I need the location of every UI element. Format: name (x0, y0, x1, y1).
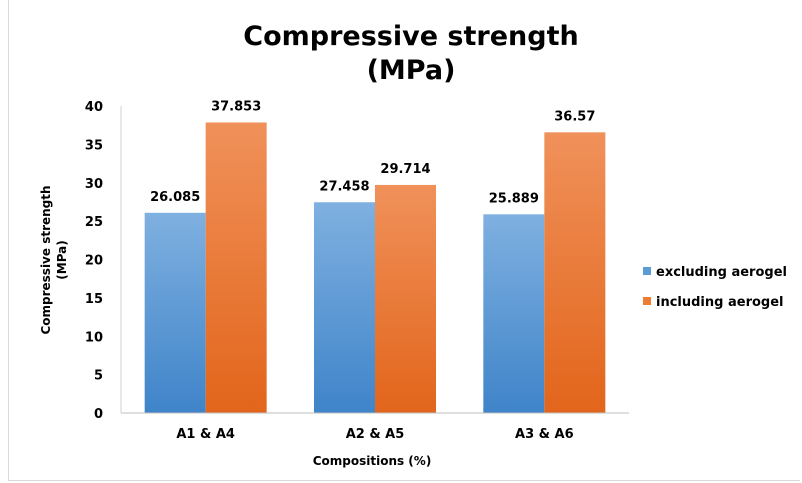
legend-swatch-excluding (643, 267, 651, 275)
chart-title-line1: Compressive strength (243, 21, 578, 52)
y-tick-label-25: 25 (85, 215, 103, 230)
legend: excluding aerogel including aerogel (643, 265, 787, 310)
data-label-including-3: 36.57 (554, 109, 595, 124)
bar-including-2 (375, 184, 436, 413)
bar-including-1 (205, 122, 267, 414)
y-tick-label-0: 0 (94, 407, 103, 422)
y-tick-label-40: 40 (85, 100, 103, 115)
x-tick-label-3: A3 & A6 (515, 427, 574, 442)
bar-excluding-3 (483, 214, 545, 413)
x-axis-label: Compositions (%) (313, 454, 432, 468)
x-tick-label-2: A2 & A5 (346, 427, 405, 442)
bar-including-3 (544, 132, 606, 413)
data-label-excluding-2: 27.458 (319, 179, 369, 194)
y-tick-label-35: 35 (85, 138, 103, 153)
data-label-excluding-1: 26.085 (150, 190, 200, 205)
y-axis-label-line1: Compressive strength (39, 185, 53, 334)
bar-excluding-2 (314, 202, 375, 413)
y-tick-label-30: 30 (85, 177, 103, 192)
y-tick-label-5: 5 (94, 369, 103, 384)
data-label-including-1: 37.853 (211, 99, 261, 114)
y-axis-label-line2: (MPa) (55, 240, 69, 279)
y-tick-label-20: 20 (85, 254, 103, 269)
legend-label-including: including aerogel (656, 295, 784, 310)
bar-excluding-1 (144, 212, 206, 413)
chart-frame (8, 0, 800, 481)
y-tick-label-15: 15 (85, 292, 103, 307)
y-tick-label-10: 10 (85, 330, 103, 345)
data-label-including-2: 29.714 (380, 162, 430, 177)
data-label-excluding-3: 25.889 (489, 191, 539, 206)
chart-title-line2: (MPa) (367, 55, 456, 86)
legend-label-excluding: excluding aerogel (656, 265, 787, 280)
legend-swatch-including (643, 297, 651, 305)
x-tick-label-1: A1 & A4 (176, 427, 235, 442)
